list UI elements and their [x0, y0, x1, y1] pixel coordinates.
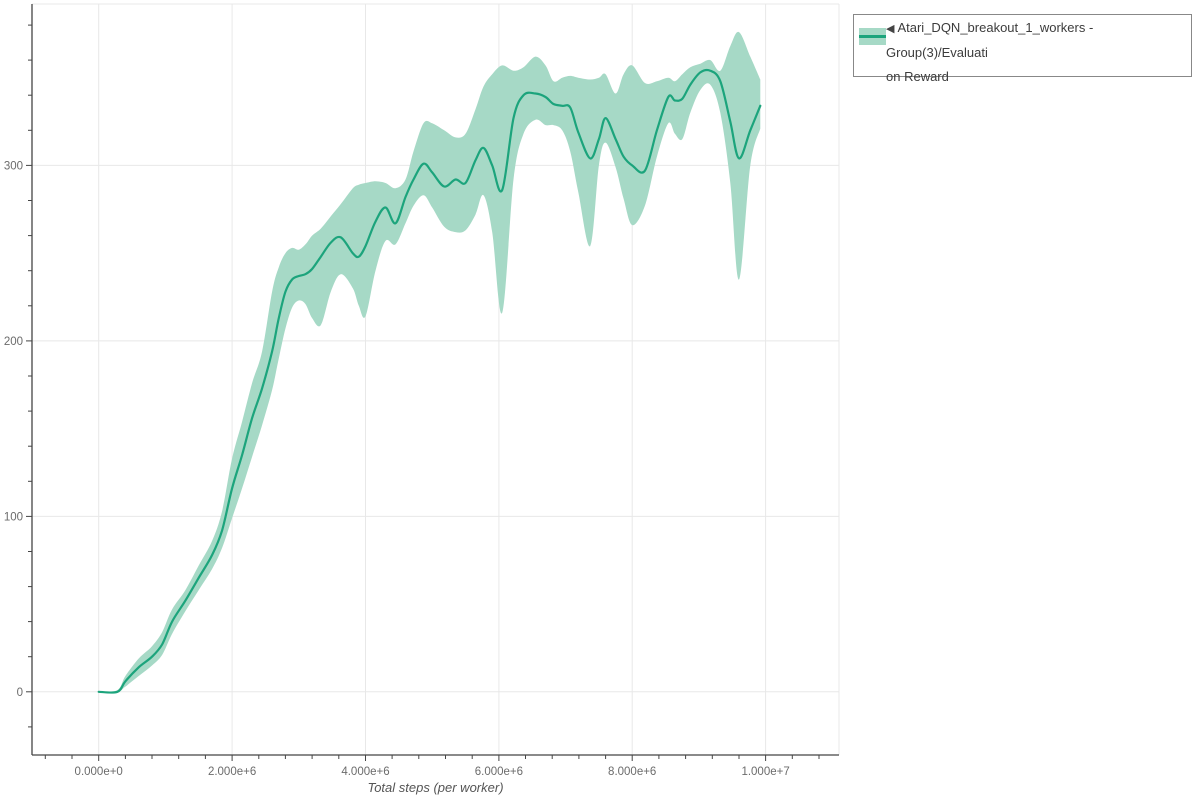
x-tick-label: 6.000e+6 — [475, 766, 523, 778]
y-tick-label: 300 — [4, 160, 23, 172]
legend-line-swatch — [859, 35, 886, 38]
x-tick-label: 4.000e+6 — [341, 766, 389, 778]
x-tick-label: 1.000e+7 — [741, 766, 789, 778]
x-axis-title: Total steps (per worker) — [367, 780, 503, 795]
y-tick-label: 100 — [4, 511, 23, 523]
legend-band-swatch — [859, 28, 886, 45]
legend[interactable]: ◀ Atari_DQN_breakout_1_workers - Group(3)… — [853, 14, 1192, 84]
y-tick-label: 0 — [17, 687, 23, 699]
confidence-band — [98, 31, 761, 693]
legend-collapse-arrow-icon: ◀ — [886, 23, 895, 35]
legend-label: ◀ Atari_DQN_breakout_1_workers - Group(3)… — [886, 16, 1186, 89]
x-tick-label: 0.000e+0 — [75, 766, 123, 778]
legend-label-line1: Atari_DQN_breakout_1_workers - Group(3)/… — [886, 20, 1094, 60]
x-tick-label: 2.000e+6 — [208, 766, 256, 778]
legend-label-line2: on Reward — [886, 69, 949, 84]
x-tick-label: 8.000e+6 — [608, 766, 656, 778]
y-tick-label: 200 — [4, 336, 23, 348]
mean-reward-line — [97, 68, 762, 694]
